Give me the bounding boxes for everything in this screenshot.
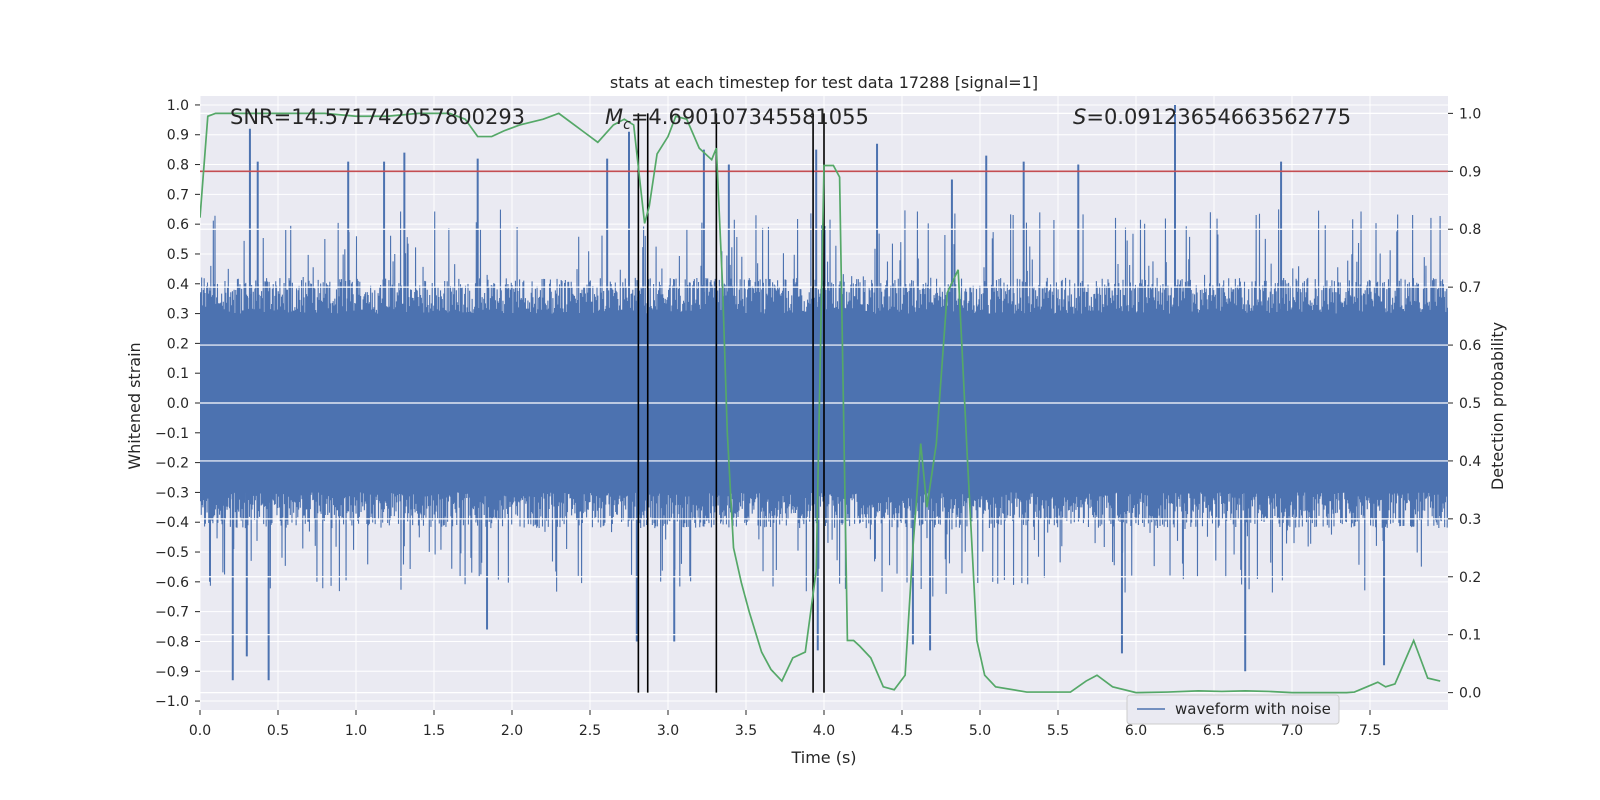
left-axis-label: Whitened strain (125, 342, 144, 469)
left-tick-label: −1.0 (155, 694, 189, 710)
left-tick-label: 0.6 (167, 217, 189, 233)
x-tick-label: 6.0 (1125, 723, 1147, 739)
waveform-series (200, 104, 1448, 681)
right-tick-label: 0.1 (1459, 628, 1481, 644)
legend-box (1126, 694, 1340, 725)
left-tick-label: −0.5 (155, 545, 189, 561)
x-axis-ticks: 0.0 0.5 1.0 1.5 2.0 2.5 3.0 3.5 4.0 4.5 5.0 5.5 6.0 6… (189, 710, 1381, 739)
x-tick-label: 1.0 (345, 723, 367, 739)
left-tick-label: 0.8 (167, 158, 189, 174)
right-tick-label: 1.0 (1459, 106, 1481, 122)
right-tick-label: 0.4 (1459, 454, 1481, 470)
left-tick-label: 0.4 (167, 277, 189, 293)
right-tick-label: 0.6 (1459, 338, 1481, 354)
left-tick-label: 0.7 (167, 187, 189, 203)
s-symbol: S (1073, 105, 1086, 129)
left-tick-label: −0.8 (155, 634, 189, 650)
left-tick-label: −0.1 (155, 426, 189, 442)
x-tick-label: 2.0 (501, 723, 523, 739)
snr-annotation: SNR=14.571742057800293 (230, 105, 525, 129)
left-tick-label: 0.1 (167, 366, 189, 382)
x-tick-label: 2.5 (579, 723, 601, 739)
x-tick-label: 6.5 (1203, 723, 1225, 739)
right-axis-ticks: 0.0 0.1 0.2 0.3 0.4 0.5 0.6 0.7 0.8 0.9 1.0 (1448, 106, 1481, 702)
chart-title: stats at each timestep for test data 172… (610, 73, 1038, 92)
x-tick-label: 5.5 (1047, 723, 1069, 739)
left-tick-label: −0.4 (155, 515, 189, 531)
x-tick-label: 7.5 (1359, 723, 1381, 739)
legend: waveform with noise (1126, 694, 1340, 725)
probability-line (200, 112, 1441, 694)
right-tick-label: 0.5 (1459, 396, 1481, 412)
right-tick-label: 0.0 (1459, 686, 1481, 702)
x-tick-label: 4.0 (813, 723, 835, 739)
right-tick-label: 0.9 (1459, 164, 1481, 180)
x-tick-label: 5.0 (969, 723, 991, 739)
left-tick-label: 0.3 (167, 307, 189, 323)
chirp-mass-value: =4.690107345581055 (631, 105, 869, 129)
left-tick-label: 1.0 (167, 98, 189, 114)
left-tick-label: −0.6 (155, 575, 189, 591)
left-tick-label: −0.2 (155, 456, 189, 472)
s-annotation: S=0.09123654663562775 (1073, 105, 1351, 129)
left-tick-label: 0.9 (167, 128, 189, 144)
chirp-mass-subscript: c (623, 117, 631, 133)
right-tick-label: 0.3 (1459, 512, 1481, 528)
chirp-mass-annotation: Mc=4.690107345581055 (605, 105, 869, 133)
s-value: =0.09123654663562775 (1086, 105, 1351, 129)
x-tick-label: 3.0 (657, 723, 679, 739)
chirp-mass-symbol: M (605, 105, 623, 129)
legend-label: waveform with noise (1175, 700, 1331, 718)
x-axis-label: Time (s) (790, 748, 856, 767)
right-tick-label: 0.2 (1459, 570, 1481, 586)
x-tick-label: 7.0 (1281, 723, 1303, 739)
x-tick-label: 1.5 (423, 723, 445, 739)
x-tick-label: 0.0 (189, 723, 211, 739)
right-tick-label: 0.8 (1459, 222, 1481, 238)
left-axis-ticks: −1.0 −0.9 −0.8 −0.7 −0.6 −0.5 −0.4 −0.3 −0.2 −0.1… (155, 98, 200, 710)
left-tick-label: 0.5 (167, 247, 189, 263)
left-tick-label: 0.2 (167, 336, 189, 352)
left-tick-label: −0.7 (155, 605, 189, 621)
x-tick-label: 0.5 (267, 723, 289, 739)
x-tick-label: 4.5 (891, 723, 913, 739)
probability-series (200, 112, 1441, 694)
x-tick-label: 3.5 (735, 723, 757, 739)
left-tick-label: −0.3 (155, 485, 189, 501)
right-axis-label: Detection probability (1488, 322, 1507, 490)
right-tick-label: 0.7 (1459, 280, 1481, 296)
left-tick-label: 0.0 (167, 396, 189, 412)
left-tick-label: −0.9 (155, 664, 189, 680)
